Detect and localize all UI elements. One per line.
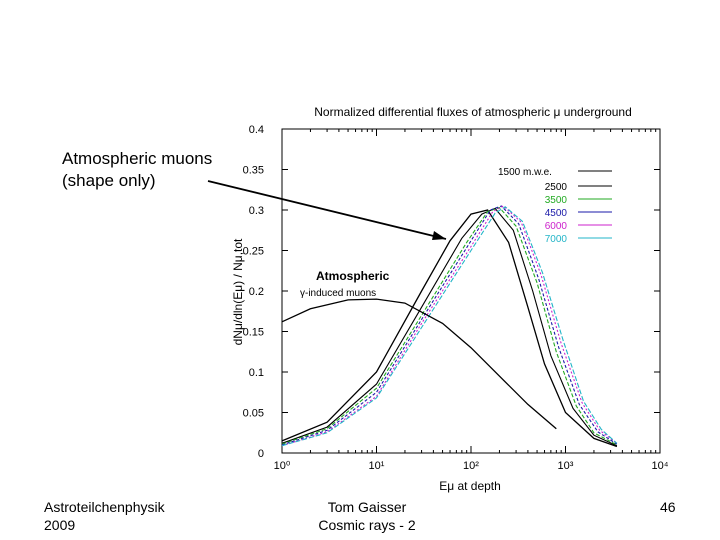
x-axis-label: Eμ at depth bbox=[439, 479, 501, 493]
atmospheric-label: Atmospheric bbox=[316, 269, 390, 283]
chart-title: Normalized differential fluxes of atmosp… bbox=[314, 105, 632, 119]
x-tick-label: 10⁴ bbox=[652, 460, 669, 472]
series-line bbox=[281, 298, 557, 430]
annotation-arrow-head bbox=[432, 231, 446, 240]
annotation-arrow-line bbox=[207, 180, 447, 240]
legend-label: 3500 bbox=[545, 195, 568, 206]
y-tick-label: 0.15 bbox=[243, 327, 264, 339]
series-line bbox=[281, 206, 618, 447]
series-line bbox=[281, 206, 618, 446]
y-tick-label: 0.25 bbox=[243, 246, 264, 258]
y-tick-label: 0.3 bbox=[249, 205, 264, 217]
y-tick-label: 0.35 bbox=[243, 165, 264, 177]
x-tick-label: 10¹ bbox=[369, 460, 385, 472]
legend-label: 7000 bbox=[545, 234, 568, 245]
x-tick-label: 10³ bbox=[558, 460, 574, 472]
series-line bbox=[281, 205, 618, 446]
legend-label: 6000 bbox=[545, 221, 568, 232]
y-tick-label: 0.4 bbox=[249, 124, 264, 136]
series-line bbox=[281, 209, 618, 448]
legend-label: 4500 bbox=[545, 208, 568, 219]
legend-title: 1500 m.w.e. bbox=[498, 167, 552, 178]
x-tick-label: 10⁰ bbox=[274, 460, 291, 472]
y-tick-label: 0.05 bbox=[243, 408, 264, 420]
x-tick-label: 10² bbox=[463, 460, 479, 472]
footer-author: Tom Gaisser Cosmic rays - 2 bbox=[318, 499, 416, 533]
y-axis-label: dNμ/dln(Eμ) / Nμ,tot bbox=[231, 238, 245, 345]
series-line bbox=[281, 205, 618, 447]
y-tick-label: 0.1 bbox=[249, 367, 264, 379]
slide-annotation-text: Atmospheric muons (shape only) bbox=[62, 149, 213, 190]
y-tick-label: 0.2 bbox=[249, 286, 264, 298]
gamma-induced-label: γ-induced muons bbox=[300, 288, 376, 299]
y-tick-label: 0 bbox=[258, 448, 264, 460]
page-number: 46 bbox=[660, 499, 676, 515]
footer-course: Astroteilchenphysik 2009 bbox=[44, 499, 165, 533]
legend-label: 2500 bbox=[545, 182, 568, 193]
series-line bbox=[281, 207, 618, 447]
